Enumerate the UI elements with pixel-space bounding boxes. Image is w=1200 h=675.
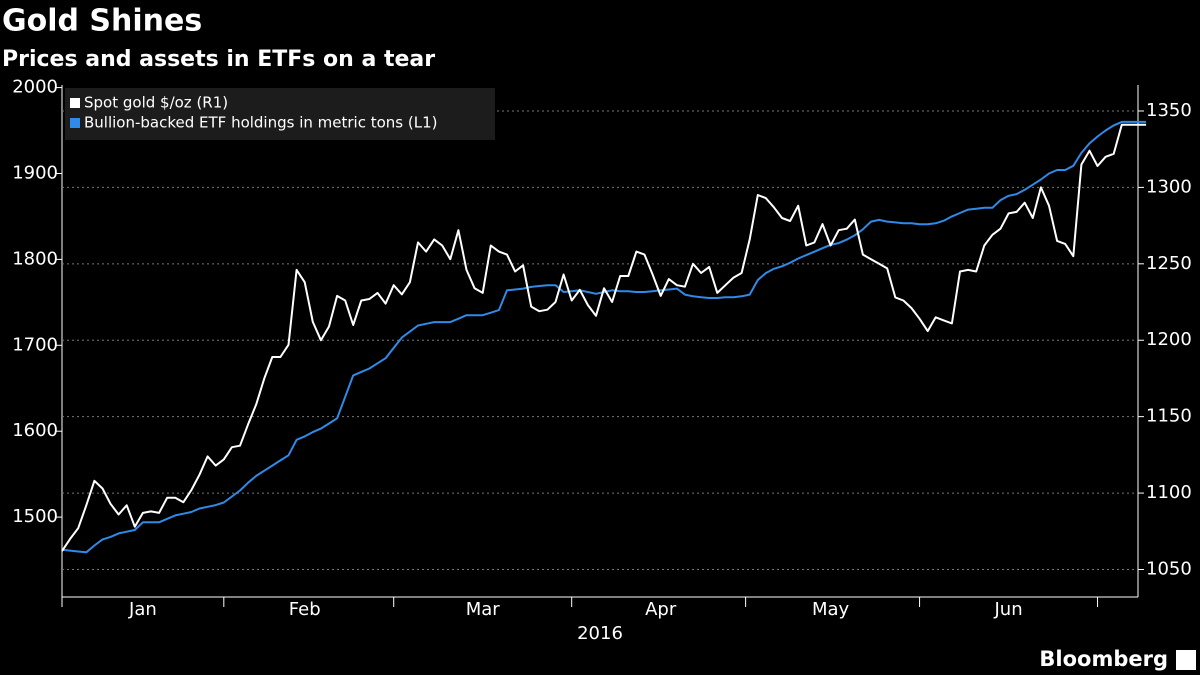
y2-tick-label: 1100 (1146, 482, 1192, 503)
y-tick-label: 1900 (12, 162, 58, 183)
x-tick-label: Jun (993, 599, 1022, 620)
y2-tick-label: 1350 (1146, 100, 1192, 121)
x-tick-label: May (812, 599, 850, 620)
legend-label: Bullion-backed ETF holdings in metric to… (84, 114, 437, 132)
y2-tick-label: 1200 (1146, 329, 1192, 350)
chart-title: Gold Shines (2, 4, 202, 39)
y2-tick-label: 1300 (1146, 176, 1192, 197)
legend-label: Spot gold $/oz (R1) (84, 94, 228, 112)
y-tick-label: 1600 (12, 420, 58, 441)
y-tick-label: 2000 (12, 77, 58, 98)
x-tick-label: Apr (645, 599, 677, 620)
chart-subtitle: Prices and assets in ETFs on a tear (2, 47, 435, 72)
x-axis-label: 2016 (577, 623, 623, 644)
y2-tick-label: 1250 (1146, 253, 1192, 274)
legend-swatch (70, 118, 80, 128)
legend-swatch (70, 98, 80, 108)
source: Bloomberg (1039, 647, 1168, 671)
y2-tick-label: 1050 (1146, 558, 1192, 579)
y-tick-label: 1500 (12, 506, 58, 527)
x-tick-label: Mar (466, 599, 501, 620)
y2-tick-label: 1150 (1146, 406, 1192, 427)
legend-box (65, 88, 495, 140)
x-tick-label: Feb (289, 599, 321, 620)
series-line (61, 123, 1147, 552)
series-line (61, 120, 1147, 554)
y-tick-label: 1700 (12, 334, 58, 355)
y-tick-label: 1800 (12, 248, 58, 269)
logo (1176, 650, 1196, 670)
x-tick-label: Jan (128, 599, 157, 620)
